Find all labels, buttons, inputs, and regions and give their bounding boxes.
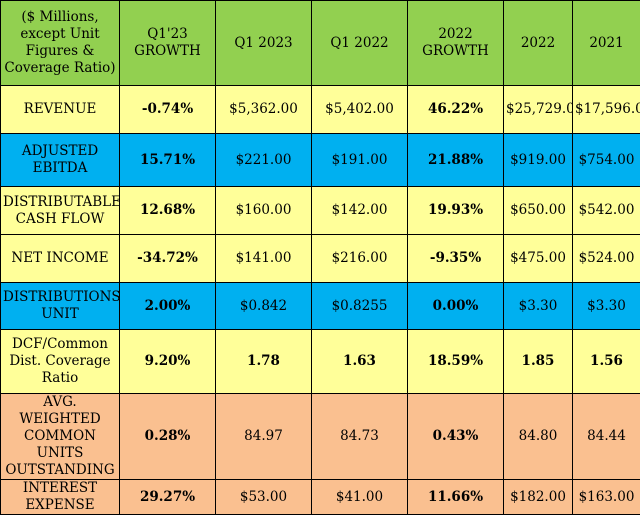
value-cell: 84.73: [312, 394, 408, 480]
header-2022-growth: 2022 GROWTH: [408, 1, 504, 86]
header-row: ($ Millions, except Unit Figures & Cover…: [1, 1, 640, 86]
value-cell: 84.97: [216, 394, 312, 480]
value-cell: $919.00: [504, 134, 573, 187]
value-cell: -9.35%: [408, 235, 504, 283]
value-cell: $754.00: [573, 134, 640, 187]
value-cell: 0.43%: [408, 394, 504, 480]
row-label: DISTRIBUTIONS/ UNIT: [1, 283, 120, 330]
value-cell: 11.66%: [408, 480, 504, 515]
value-cell: 1.78: [216, 330, 312, 394]
value-cell: 9.20%: [120, 330, 216, 394]
value-cell: $650.00: [504, 187, 573, 235]
value-cell: $191.00: [312, 134, 408, 187]
row-label: DCF/Common Dist. Coverage Ratio: [1, 330, 120, 394]
value-cell: 1.63: [312, 330, 408, 394]
value-cell: $182.00: [504, 480, 573, 515]
value-cell: $542.00: [573, 187, 640, 235]
value-cell: $163.00: [573, 480, 640, 515]
table-row: AVG. WEIGHTED COMMON UNITS OUTSTANDING 0…: [1, 394, 640, 480]
value-cell: $216.00: [312, 235, 408, 283]
value-cell: $475.00: [504, 235, 573, 283]
row-label: REVENUE: [1, 86, 120, 134]
value-cell: $25,729.00: [504, 86, 573, 134]
value-cell: 29.27%: [120, 480, 216, 515]
value-cell: $221.00: [216, 134, 312, 187]
value-cell: $160.00: [216, 187, 312, 235]
value-cell: $142.00: [312, 187, 408, 235]
value-cell: 18.59%: [408, 330, 504, 394]
value-cell: 46.22%: [408, 86, 504, 134]
header-label-cell: ($ Millions, except Unit Figures & Cover…: [1, 1, 120, 86]
value-cell: 1.56: [573, 330, 640, 394]
table-row: DCF/Common Dist. Coverage Ratio 9.20% 1.…: [1, 330, 640, 394]
table-row: DISTRIBUTIONS/ UNIT 2.00% $0.842 $0.8255…: [1, 283, 640, 330]
value-cell: $0.8255: [312, 283, 408, 330]
row-label: DISTRIBUTABLE CASH FLOW: [1, 187, 120, 235]
value-cell: -34.72%: [120, 235, 216, 283]
value-cell: $41.00: [312, 480, 408, 515]
value-cell: 21.88%: [408, 134, 504, 187]
value-cell: $5,402.00: [312, 86, 408, 134]
value-cell: $17,596.00: [573, 86, 640, 134]
table-row: ADJUSTED EBITDA 15.71% $221.00 $191.00 2…: [1, 134, 640, 187]
header-q1-2022: Q1 2022: [312, 1, 408, 86]
row-label: INTEREST EXPENSE: [1, 480, 120, 515]
row-label: NET INCOME: [1, 235, 120, 283]
header-2022: 2022: [504, 1, 573, 86]
value-cell: 0.28%: [120, 394, 216, 480]
header-q1-2023: Q1 2023: [216, 1, 312, 86]
value-cell: -0.74%: [120, 86, 216, 134]
table-row: NET INCOME -34.72% $141.00 $216.00 -9.35…: [1, 235, 640, 283]
header-q1-23-growth: Q1'23 GROWTH: [120, 1, 216, 86]
value-cell: $5,362.00: [216, 86, 312, 134]
value-cell: 0.00%: [408, 283, 504, 330]
value-cell: 2.00%: [120, 283, 216, 330]
table-row: INTEREST EXPENSE 29.27% $53.00 $41.00 11…: [1, 480, 640, 515]
value-cell: $3.30: [573, 283, 640, 330]
table-row: DISTRIBUTABLE CASH FLOW 12.68% $160.00 $…: [1, 187, 640, 235]
value-cell: $141.00: [216, 235, 312, 283]
value-cell: 84.44: [573, 394, 640, 480]
row-label: AVG. WEIGHTED COMMON UNITS OUTSTANDING: [1, 394, 120, 480]
value-cell: 84.80: [504, 394, 573, 480]
value-cell: 19.93%: [408, 187, 504, 235]
table-row: REVENUE -0.74% $5,362.00 $5,402.00 46.22…: [1, 86, 640, 134]
value-cell: $3.30: [504, 283, 573, 330]
value-cell: 12.68%: [120, 187, 216, 235]
value-cell: 15.71%: [120, 134, 216, 187]
header-2021: 2021: [573, 1, 640, 86]
value-cell: $53.00: [216, 480, 312, 515]
value-cell: $524.00: [573, 235, 640, 283]
value-cell: 1.85: [504, 330, 573, 394]
value-cell: $0.842: [216, 283, 312, 330]
row-label: ADJUSTED EBITDA: [1, 134, 120, 187]
